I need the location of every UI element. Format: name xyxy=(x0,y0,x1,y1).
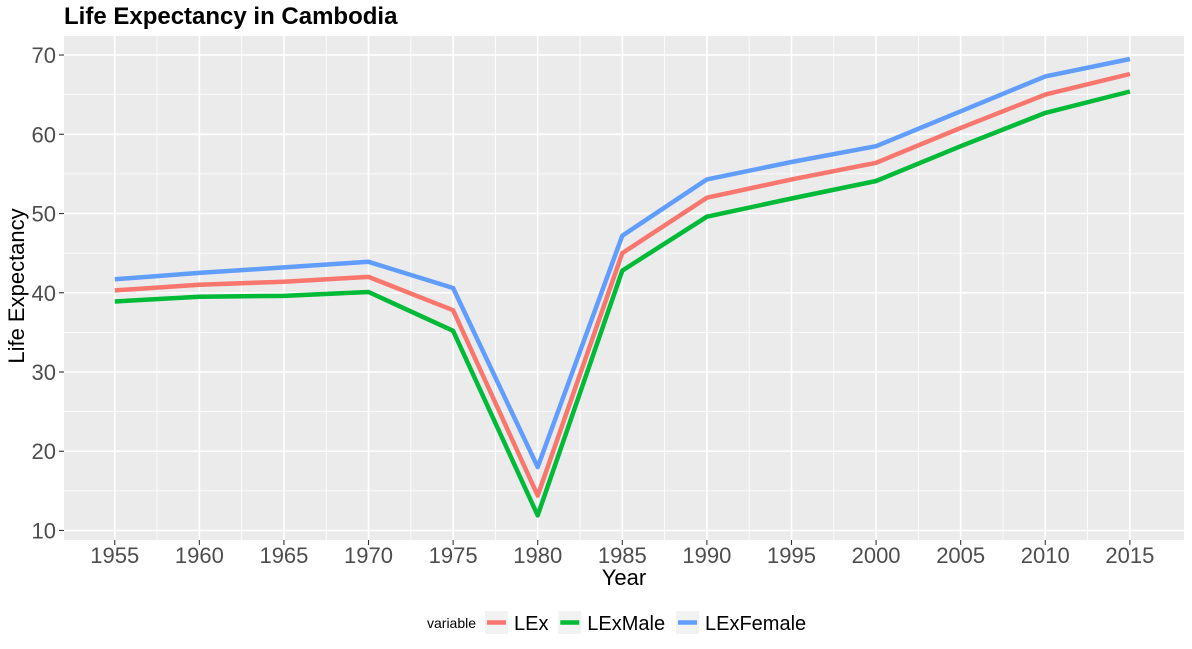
x-tick-label: 1955 xyxy=(90,543,139,568)
legend-label-lexfemale: LExFemale xyxy=(705,613,806,635)
series-line-lexmale xyxy=(114,89,1131,518)
y-tick-label: 10 xyxy=(32,518,56,543)
series-line-lex xyxy=(114,71,1131,498)
y-tick-label: 60 xyxy=(32,122,56,147)
y-tick-label: 70 xyxy=(32,43,56,68)
chart-title: Life Expectancy in Cambodia xyxy=(64,3,398,30)
x-tick-label: 2010 xyxy=(1021,543,1070,568)
plot-panel xyxy=(64,36,1184,540)
x-tick-label: 1980 xyxy=(513,543,562,568)
x-tick-label: 2005 xyxy=(936,543,985,568)
x-tick-label: 1970 xyxy=(344,543,393,568)
y-tick-label: 20 xyxy=(32,439,56,464)
x-tick-label: 1990 xyxy=(682,543,731,568)
x-tick-label: 1960 xyxy=(175,543,224,568)
legend-title: variable xyxy=(427,615,476,631)
y-axis-title: Life Expectancy xyxy=(4,208,29,363)
legend: variable LEx LExMale LExFemale xyxy=(427,611,806,635)
x-tick-label: 2000 xyxy=(852,543,901,568)
y-tick-label: 40 xyxy=(32,281,56,306)
x-tick-label: 2015 xyxy=(1105,543,1154,568)
x-axis-title: Year xyxy=(602,565,646,590)
series-line-lexfemale xyxy=(114,56,1131,470)
y-tick-label: 50 xyxy=(32,202,56,227)
y-tick-label: 30 xyxy=(32,360,56,385)
x-tick-label: 1965 xyxy=(259,543,308,568)
x-tick-label: 1975 xyxy=(429,543,478,568)
legend-label-lexmale: LExMale xyxy=(587,613,665,635)
x-tick-label: 1985 xyxy=(598,543,647,568)
x-tick-label: 1995 xyxy=(767,543,816,568)
legend-label-lex: LEx xyxy=(514,613,548,635)
